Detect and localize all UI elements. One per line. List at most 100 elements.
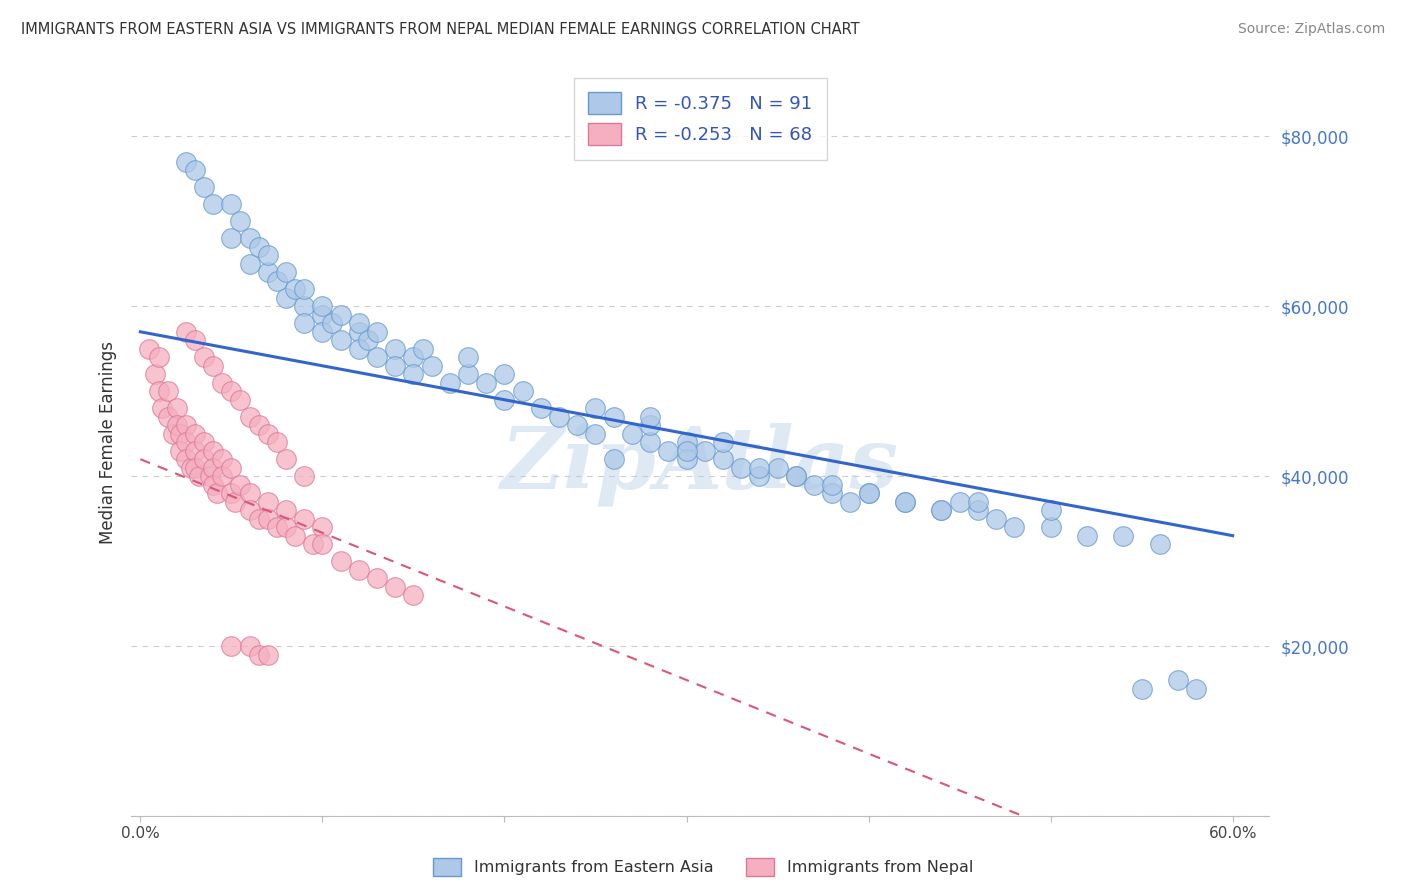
Point [366,571,388,585]
Point [193,435,215,450]
Point [202,460,225,475]
Point [239,486,262,500]
Point [156,409,179,424]
Point [202,197,225,211]
Point [858,486,880,500]
Point [402,368,425,382]
Point [138,342,160,356]
Point [321,316,343,330]
Point [766,460,789,475]
Point [184,426,207,441]
Point [585,426,607,441]
Point [311,308,333,322]
Point [256,494,278,508]
Point [292,511,315,525]
Point [211,469,233,483]
Point [439,376,461,390]
Point [412,342,434,356]
Point [180,460,202,475]
Point [162,426,184,441]
Point [347,563,370,577]
Point [1185,681,1208,696]
Point [675,452,697,467]
Point [156,384,179,399]
Point [211,376,233,390]
Point [184,443,207,458]
Point [211,452,233,467]
Point [292,469,315,483]
Point [148,384,170,399]
Point [169,426,191,441]
Point [620,426,643,441]
Point [711,452,734,467]
Point [247,240,270,254]
Point [184,460,207,475]
Point [193,351,215,365]
Point [311,325,333,339]
Point [148,351,170,365]
Point [256,426,278,441]
Point [675,443,697,458]
Point [347,316,370,330]
Point [256,248,278,262]
Point [420,359,443,373]
Point [638,435,661,450]
Point [266,274,288,288]
Point [150,401,173,416]
Point [329,333,352,347]
Point [931,503,953,517]
Point [894,494,917,508]
Point [1002,520,1025,534]
Point [229,392,252,407]
Point [1167,673,1189,687]
Point [274,503,297,517]
Point [198,469,221,483]
Point [143,368,166,382]
Point [284,282,307,296]
Point [284,528,307,542]
Point [402,351,425,365]
Point [494,368,516,382]
Point [166,418,188,433]
Point [221,486,243,500]
Point [221,460,243,475]
Point [274,265,297,279]
Point [567,418,589,433]
Point [785,469,807,483]
Point [239,639,262,653]
Point [266,435,288,450]
Point [174,418,197,433]
Point [530,401,553,416]
Point [256,648,278,662]
Point [221,197,243,211]
Point [292,299,315,313]
Point [730,460,752,475]
Point [711,435,734,450]
Point [657,443,679,458]
Point [292,316,315,330]
Point [329,554,352,568]
Point [329,308,352,322]
Point [785,469,807,483]
Point [1039,503,1062,517]
Point [274,291,297,305]
Point [384,580,406,594]
Point [1112,528,1135,542]
Point [224,494,246,508]
Text: IMMIGRANTS FROM EASTERN ASIA VS IMMIGRANTS FROM NEPAL MEDIAN FEMALE EARNINGS COR: IMMIGRANTS FROM EASTERN ASIA VS IMMIGRAN… [21,22,859,37]
Point [366,351,388,365]
Legend: Immigrants from Eastern Asia, Immigrants from Nepal: Immigrants from Eastern Asia, Immigrants… [425,849,981,884]
Point [174,452,197,467]
Point [274,452,297,467]
Point [402,588,425,602]
Point [169,443,191,458]
Point [247,648,270,662]
Point [187,469,209,483]
Point [748,460,770,475]
Point [821,486,844,500]
Point [229,214,252,228]
Point [384,359,406,373]
Point [221,231,243,245]
Point [266,520,288,534]
Point [693,443,716,458]
